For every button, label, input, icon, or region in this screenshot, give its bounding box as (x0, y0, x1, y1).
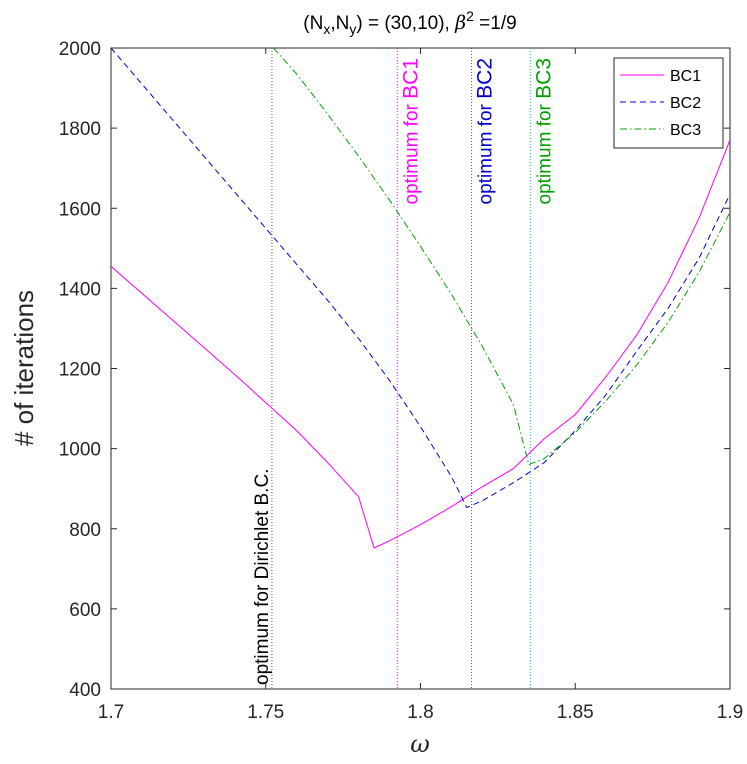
series-line-bc3 (273, 48, 730, 466)
vline-label: optimum for BC2 (474, 58, 497, 204)
x-tick-label: 1.85 (557, 702, 594, 723)
vline-label: optimum for Dirichlet B.C. (252, 469, 273, 685)
y-tick-label: 2000 (59, 39, 101, 60)
vline-label-target: BC2 (474, 58, 497, 99)
vline-label: optimum for BC3 (532, 58, 555, 204)
legend-box (613, 57, 724, 149)
y-tick-label: 400 (69, 680, 101, 701)
x-tick-label: 1.75 (247, 702, 284, 723)
y-tick-label: 1800 (59, 119, 101, 140)
y-tick-label: 1600 (59, 199, 101, 220)
x-tick-label: 1.7 (98, 702, 124, 723)
y-tick-label: 800 (69, 520, 101, 541)
x-axis-label: ω (410, 730, 430, 758)
y-axis-label: # of iterations (9, 290, 39, 446)
legend-label: BC1 (670, 68, 701, 85)
x-tick-label: 1.8 (407, 702, 433, 723)
series-line-bc2 (111, 48, 730, 509)
y-tick-label: 1200 (59, 360, 101, 381)
legend: BC1 BC2 BC3 (613, 57, 724, 149)
series-layer (111, 48, 730, 549)
reference-lines: optimum for Dirichlet B.C.optimum for BC… (252, 48, 555, 689)
vline-label-prefix: optimum for (476, 99, 497, 205)
vline-label-target: BC1 (399, 58, 422, 99)
vline-label: optimum for BC1 (399, 58, 422, 204)
series-line-bc1 (111, 139, 730, 549)
plot-area (110, 47, 731, 690)
y-axis-ticks: 400 600 800 1000 1200 1400 1600 1800 2000 (59, 39, 730, 701)
x-axis-ticks: 1.7 1.75 1.8 1.85 1.9 (98, 48, 743, 723)
y-tick-label: 600 (69, 600, 101, 621)
y-tick-label: 1400 (59, 279, 101, 300)
vline-label-prefix: optimum for (401, 99, 422, 205)
vline-label-target: BC3 (532, 58, 555, 99)
vline-label-prefix: optimum for (534, 99, 555, 205)
y-tick-label: 1000 (59, 440, 101, 461)
legend-label: BC2 (670, 95, 701, 112)
vline-label-target: Dirichlet B.C. (252, 469, 273, 580)
chart-title: (Nx,Ny) = (30,10), β2 =1/9 (303, 8, 516, 37)
x-tick-label: 1.9 (717, 702, 743, 723)
legend-label: BC3 (670, 122, 701, 139)
vline-label-prefix: optimum for (252, 579, 273, 685)
